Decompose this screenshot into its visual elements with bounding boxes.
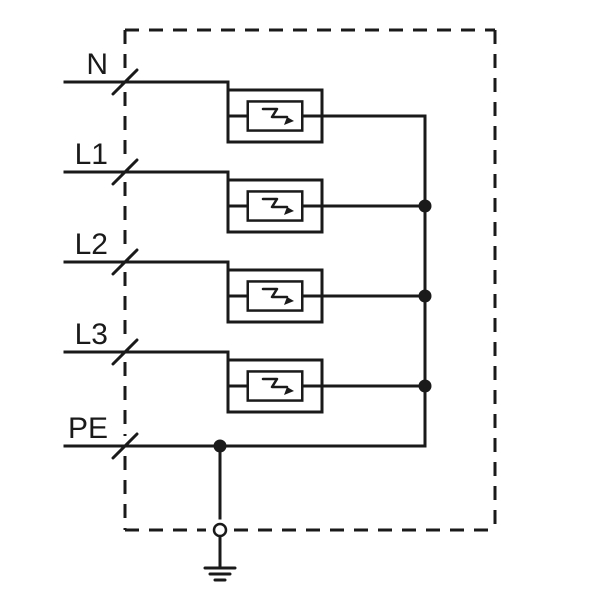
terminal-label-n: N — [86, 48, 108, 81]
surge-protection-circuit-diagram: N L1 L2 L3 PE — [0, 0, 600, 600]
terminal-label-l3: L3 — [75, 318, 108, 351]
terminal-label-l1: L1 — [75, 138, 108, 171]
terminal-label-pe: PE — [68, 412, 108, 445]
terminal-label-l2: L2 — [75, 228, 108, 261]
